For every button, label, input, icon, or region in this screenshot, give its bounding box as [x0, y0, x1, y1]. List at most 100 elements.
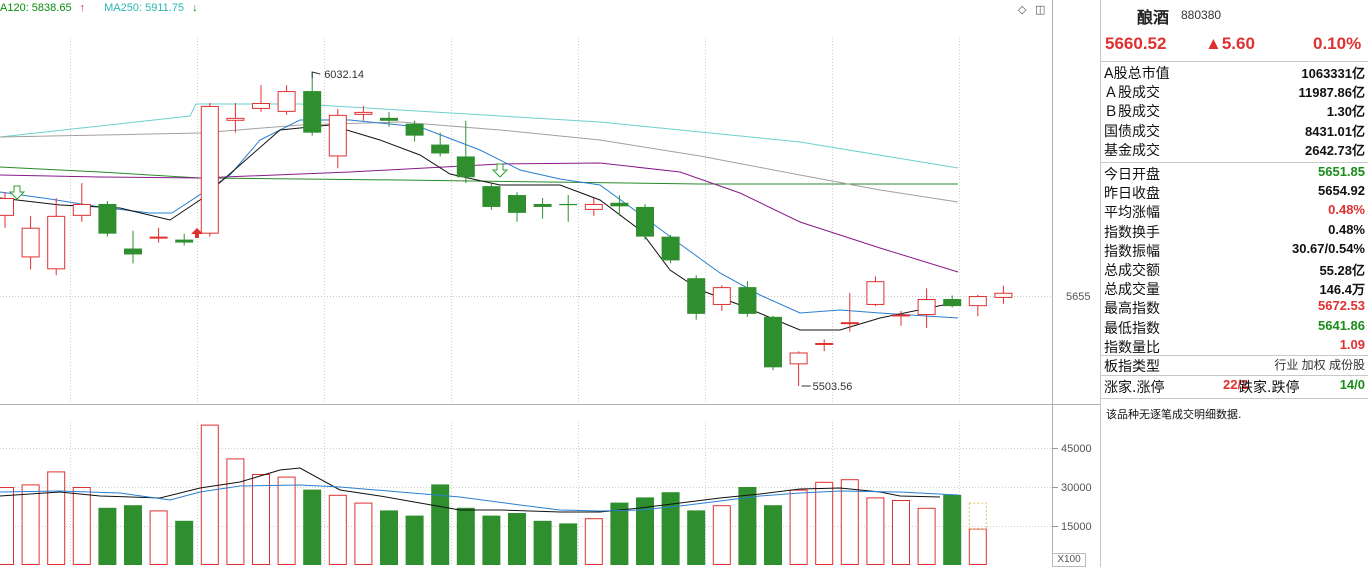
stat-label: 昨日收盘 — [1104, 186, 1160, 203]
stat-row: 指数量比 1.09 — [1101, 336, 1368, 356]
volume-bar-down — [175, 520, 194, 565]
stat-label: A股总市值 — [1104, 66, 1170, 82]
candle-body-up — [994, 292, 1013, 298]
candle-body-up — [892, 314, 910, 317]
volume-bar-down — [431, 484, 450, 565]
stat-value: 0.48% — [1328, 221, 1365, 237]
stat-value: 11987.86亿 — [1298, 85, 1365, 101]
stat-row: Ａ股成交 11987.86亿 — [1101, 81, 1368, 102]
volume-ma10-line — [0, 484, 959, 512]
candle-body-up — [917, 299, 936, 316]
candle-body-up — [21, 227, 40, 258]
candle-body-down — [175, 239, 194, 243]
stat-row: 国债成交 8431.01亿 — [1101, 120, 1368, 140]
volume-bar-up — [21, 484, 40, 565]
stat-label: 指数换手 — [1104, 224, 1160, 241]
volume-bar-up — [252, 474, 270, 565]
candle-body-up — [149, 236, 168, 239]
stat-row: 最低指数 5641.86 — [1101, 317, 1368, 337]
divider — [1101, 355, 1368, 356]
ma250-arrow-icon: ↓ — [192, 2, 198, 14]
candle-body-up — [252, 102, 270, 109]
candle-body-up — [328, 114, 347, 157]
volume-bar-down — [661, 492, 680, 565]
candle-body-up — [354, 111, 373, 115]
volume-bar-down — [405, 515, 424, 565]
volume-bar-down — [687, 510, 706, 565]
divider — [1101, 375, 1368, 376]
candle-body-down — [610, 202, 629, 207]
stat-value: 5672.53 — [1318, 298, 1365, 314]
sell-signal-arrow-icon — [8, 185, 26, 200]
low-price-label: 5503.56 — [813, 381, 853, 393]
candle-body-down — [482, 186, 501, 207]
no-tick-data-note: 该品种无逐笔成交明细数据. — [1106, 408, 1242, 421]
candle-body-up — [866, 281, 885, 305]
candle-body-down — [508, 195, 526, 213]
candle-body-up — [0, 198, 14, 216]
quote-line: 5660.52 ▲5.60 0.10% — [1105, 34, 1368, 56]
stat-value: 1.09 — [1339, 336, 1365, 352]
divider — [1101, 61, 1368, 62]
stat-label: 平均涨幅 — [1104, 205, 1160, 222]
fall-count-value: 14/0 — [1339, 377, 1365, 392]
stat-row: 今日开盘 5651.85 — [1101, 163, 1368, 183]
ma250-label: MA250: 5911.75 ↓ — [104, 2, 205, 14]
ma120-value: A120: 5838.65 — [0, 2, 72, 14]
ma10-line — [0, 119, 959, 319]
stat-label: 今日开盘 — [1104, 167, 1160, 183]
stat-row: 指数换手 0.48% — [1101, 221, 1368, 241]
high-marker — [311, 71, 321, 78]
volume-bar-down — [482, 515, 501, 565]
stat-value: 30.67/0.54% — [1291, 240, 1365, 256]
volume-bar-up — [0, 487, 14, 565]
stat-row: 昨日收盘 5654.92 — [1101, 182, 1368, 203]
volume-forecast-box — [968, 502, 987, 530]
volume-bar-up — [200, 424, 219, 565]
stat-label: Ｂ股成交 — [1104, 104, 1160, 121]
candle-body-down — [431, 144, 450, 154]
last-price: 5660.52 — [1105, 34, 1167, 53]
volume-tick-label: 30000 — [1061, 482, 1092, 494]
candle-body-up — [277, 91, 296, 112]
volume-bar-up — [226, 458, 245, 565]
volume-tick-label: 15000 — [1061, 521, 1092, 533]
stat-label: Ａ股成交 — [1104, 85, 1160, 102]
stat-row: 总成交额 55.28亿 — [1101, 259, 1368, 279]
candle-body-down — [303, 91, 322, 133]
stat-label: 最高指数 — [1104, 301, 1160, 318]
stat-value: 5654.92 — [1318, 183, 1365, 199]
kline-chart[interactable]: 5655 45000 30000 15000 6032.14 5503.56 — [0, 0, 1100, 567]
stat-label: 国债成交 — [1104, 123, 1160, 140]
candle-body-up — [789, 352, 808, 365]
volume-bar-down — [303, 489, 322, 565]
stat-label: 总成交额 — [1104, 262, 1160, 279]
stat-row: 平均涨幅 0.48% — [1101, 201, 1368, 222]
volume-bar-up — [354, 502, 373, 566]
kline-chart-area[interactable]: 5655 45000 30000 15000 6032.14 5503.56 A120: … — [0, 0, 1100, 567]
volume-bar-up — [72, 487, 91, 565]
candle-body-down — [380, 117, 398, 121]
updown-row: 涨家.涨停 22/2 跌家.跌停 14/0 — [1101, 376, 1368, 396]
volume-bar-down — [533, 520, 552, 565]
price-change: ▲5.60 — [1205, 34, 1255, 53]
volume-bar-down — [124, 505, 142, 565]
volume-unit-label: X100 — [1052, 553, 1086, 567]
restore-icon[interactable]: ◫ — [1035, 3, 1046, 16]
stat-value: 5651.85 — [1318, 164, 1365, 179]
stat-row: A股总市值 1063331亿 — [1101, 62, 1368, 82]
stat-value: 146.4万 — [1319, 282, 1365, 298]
volume-bar-up — [892, 500, 910, 565]
diamond-icon[interactable]: ◇ — [1018, 3, 1027, 16]
stat-value: 0.48% — [1328, 202, 1365, 218]
index-stats: 今日开盘 5651.85 昨日收盘 5654.92 平均涨幅 0.48% 指数换手 0.48%… — [1101, 163, 1368, 356]
volume-bar-down — [98, 507, 117, 565]
volume-bar-down — [636, 497, 654, 565]
stat-row: 最高指数 5672.53 — [1101, 297, 1368, 318]
ma120-line — [0, 166, 958, 185]
stat-value: 2642.73亿 — [1305, 142, 1365, 158]
index-type-value: 行业 加权 成份股 — [1274, 358, 1365, 372]
high-price-label: 6032.14 — [324, 69, 364, 81]
volume-bar-down — [456, 507, 475, 565]
volume-bar-up — [840, 479, 859, 566]
